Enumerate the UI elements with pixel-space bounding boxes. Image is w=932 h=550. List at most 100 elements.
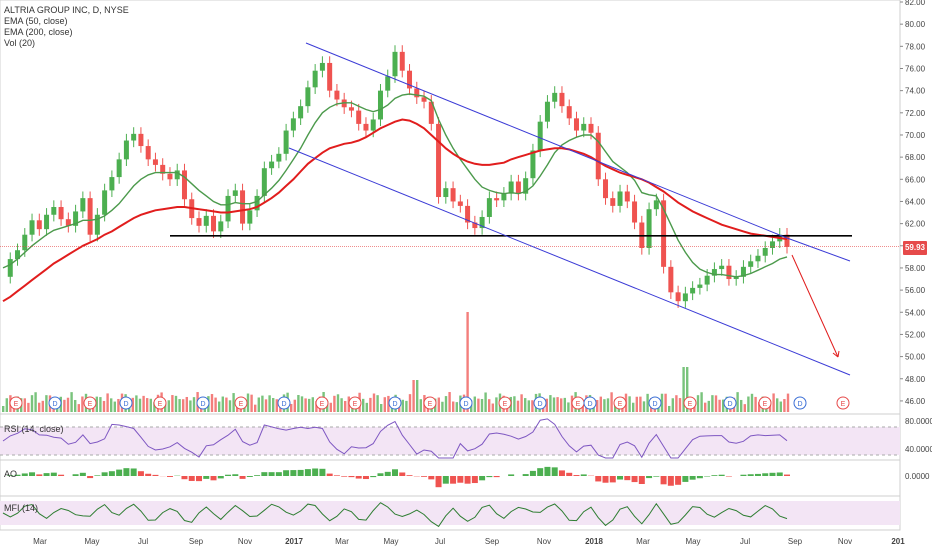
dividend-marker-icon[interactable] — [533, 396, 547, 410]
ao-bar — [370, 476, 377, 478]
volume-bar — [164, 403, 167, 412]
mfi-label[interactable]: MFI (14) — [4, 503, 39, 513]
volume-bar — [646, 393, 649, 412]
volume-bar — [178, 399, 181, 412]
ao-bar — [537, 468, 544, 476]
ao-bar — [653, 476, 660, 477]
ao-bar — [137, 471, 144, 476]
volume-bar — [102, 400, 106, 412]
volume-bar — [783, 399, 786, 412]
candle-body — [719, 265, 725, 270]
earnings-marker-icon[interactable] — [9, 396, 23, 410]
x-tick-label: Sep — [189, 537, 204, 546]
legend-ema200[interactable]: EMA (200, close) — [4, 27, 73, 37]
projection-arrow-head — [832, 350, 840, 358]
volume-bar — [714, 395, 718, 412]
y-tick-label: 78.00 — [905, 42, 926, 51]
rsi-line[interactable] — [2, 418, 788, 459]
volume-bar — [599, 396, 602, 412]
dividend-marker-icon[interactable] — [793, 396, 807, 410]
candle-body — [494, 198, 500, 201]
candle-body — [102, 190, 108, 215]
legend-volume[interactable]: Vol (20) — [4, 38, 36, 48]
candle-body — [261, 168, 267, 196]
event-marker-label: D — [392, 401, 397, 408]
candle-body — [675, 292, 681, 302]
earnings-marker-icon[interactable] — [153, 396, 167, 410]
candle-body — [733, 276, 739, 280]
projection-arrow[interactable] — [791, 254, 839, 358]
y-tick-label: 80.00 — [905, 20, 926, 29]
ao-bar — [246, 476, 253, 477]
volume-bar — [452, 401, 455, 412]
volume-bar — [142, 395, 145, 412]
event-marker-label: E — [353, 401, 358, 408]
candle-body — [617, 191, 623, 206]
earnings-marker-icon[interactable] — [348, 396, 362, 410]
earnings-marker-icon[interactable] — [613, 396, 627, 410]
candle-body — [225, 195, 231, 222]
volume-bar — [473, 396, 476, 412]
rsi-label[interactable]: RSI (14, close) — [4, 424, 64, 434]
channel-upper-line[interactable] — [305, 42, 788, 239]
volume-bar — [596, 400, 599, 412]
earnings-marker-icon[interactable] — [836, 396, 850, 410]
ao-bar — [638, 476, 645, 484]
ao-bar — [558, 470, 565, 476]
dividend-marker-icon[interactable] — [723, 396, 737, 410]
volume-bar — [722, 399, 725, 412]
y-tick-label: 70.00 — [905, 131, 926, 140]
dividend-marker-icon[interactable] — [459, 396, 473, 410]
volume-bar — [192, 397, 196, 412]
volume-bar — [401, 399, 404, 412]
earnings-marker-icon[interactable] — [683, 396, 697, 410]
volume-bar — [232, 393, 235, 412]
candle-body — [407, 70, 413, 89]
candle-body — [668, 266, 674, 293]
volume-bar — [81, 396, 84, 412]
dividend-marker-icon[interactable] — [48, 396, 62, 410]
earnings-marker-icon[interactable] — [83, 396, 97, 410]
candle-body — [160, 164, 166, 174]
dividend-marker-icon[interactable] — [388, 396, 402, 410]
volume-bar — [567, 402, 570, 412]
legend-ema50[interactable]: EMA (50, close) — [4, 16, 68, 26]
dividend-marker-icon[interactable] — [648, 396, 662, 410]
channel-lower-line[interactable] — [288, 147, 851, 376]
volume-bar — [333, 395, 336, 412]
earnings-marker-icon[interactable] — [423, 396, 437, 410]
mfi-line[interactable] — [2, 502, 788, 528]
ao-label[interactable]: AO — [4, 469, 18, 479]
event-marker-label: D — [281, 401, 286, 408]
volume-bar — [336, 394, 340, 412]
volume-bar — [718, 399, 721, 412]
ao-bar — [203, 476, 210, 479]
volume-bar — [707, 400, 710, 412]
ema50-line[interactable] — [2, 93, 788, 278]
volume-bar — [272, 398, 275, 412]
ao-bar — [689, 476, 696, 480]
y-tick-label: 48.00 — [905, 375, 926, 384]
ao-bar — [152, 474, 159, 476]
earnings-marker-icon[interactable] — [315, 396, 329, 410]
channel-upper-extension[interactable] — [786, 237, 851, 262]
earnings-marker-icon[interactable] — [234, 396, 248, 410]
dividend-marker-icon[interactable] — [583, 396, 597, 410]
dividend-marker-icon[interactable] — [119, 396, 133, 410]
ao-bar — [450, 476, 457, 484]
earnings-marker-icon[interactable] — [498, 396, 512, 410]
event-marker-label: D — [652, 401, 657, 408]
dividend-marker-icon[interactable] — [277, 396, 291, 410]
volume-bar — [603, 399, 606, 412]
candle-body — [44, 214, 50, 230]
ao-bar — [116, 469, 123, 476]
dividend-marker-icon[interactable] — [196, 396, 210, 410]
candle-body — [174, 170, 180, 180]
candle-body — [428, 101, 434, 124]
event-marker-label: D — [463, 401, 468, 408]
volume-bar — [736, 392, 739, 412]
earnings-marker-icon[interactable] — [758, 396, 772, 410]
ema200-line[interactable] — [2, 118, 788, 303]
